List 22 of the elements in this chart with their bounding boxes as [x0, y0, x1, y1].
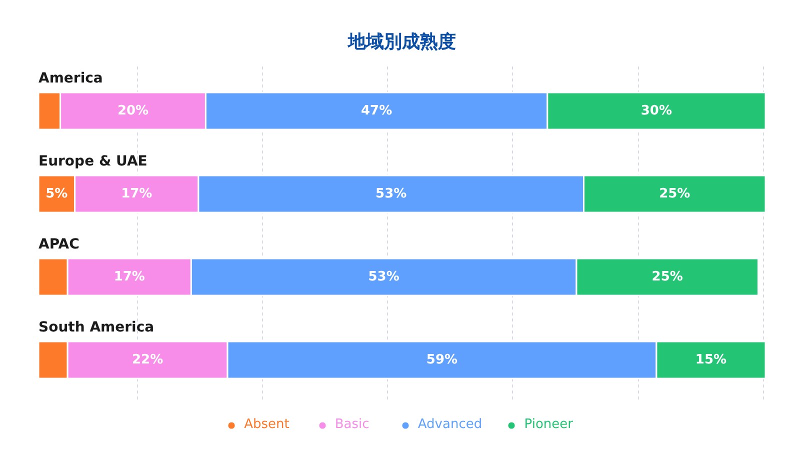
data-label: 53%	[376, 186, 407, 202]
data-label: 59%	[426, 352, 458, 368]
data-label: 17%	[121, 186, 152, 202]
data-label: 25%	[659, 186, 690, 202]
data-label: 30%	[640, 104, 672, 118]
legend-label: Advanced	[418, 417, 482, 432]
data-label: 5%	[46, 186, 68, 202]
data-label: 15%	[695, 352, 727, 368]
y-tick-label: America	[38, 70, 103, 86]
data-label: 22%	[132, 352, 164, 368]
y-tick-label: APAC	[38, 236, 80, 252]
y-tick-label: Europe & UAE	[38, 154, 148, 170]
data-label: 47%	[360, 104, 392, 118]
legend-label: Absent	[244, 417, 290, 432]
legend-label: Pioneer	[524, 417, 573, 432]
y-tick-label: South America	[38, 320, 154, 336]
data-label: 17%	[114, 270, 145, 284]
data-label: 25%	[652, 270, 683, 284]
chart-title: 地域別成熟度	[347, 32, 456, 52]
data-label: 53%	[368, 270, 400, 284]
data-label: 20%	[117, 104, 149, 118]
legend-label: Basic	[334, 417, 370, 432]
